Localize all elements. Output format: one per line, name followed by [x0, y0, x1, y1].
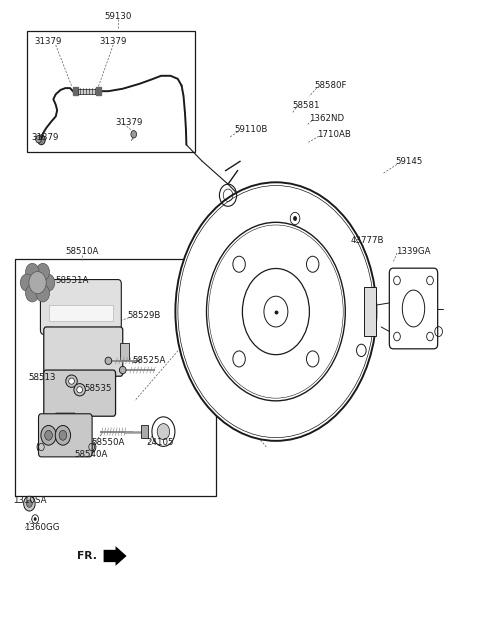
Bar [120, 343, 129, 360]
Ellipse shape [37, 442, 46, 452]
Ellipse shape [105, 357, 112, 365]
Circle shape [59, 431, 67, 441]
Text: 1310SA: 1310SA [12, 496, 46, 505]
Text: 58525A: 58525A [132, 357, 166, 365]
Text: 58540A: 58540A [75, 450, 108, 459]
Text: 59130: 59130 [104, 12, 132, 20]
Text: FR.: FR. [77, 551, 97, 561]
FancyBboxPatch shape [28, 271, 47, 289]
FancyBboxPatch shape [44, 327, 123, 376]
Bar [364, 287, 376, 336]
Bar [48, 305, 113, 321]
Ellipse shape [120, 366, 126, 374]
Circle shape [152, 417, 175, 446]
Circle shape [131, 131, 137, 138]
Circle shape [37, 135, 45, 145]
Bar [73, 88, 78, 95]
Text: 31379: 31379 [99, 38, 127, 46]
Circle shape [367, 291, 376, 302]
Text: 1362ND: 1362ND [310, 114, 345, 123]
Ellipse shape [74, 384, 85, 396]
Circle shape [45, 431, 52, 441]
Polygon shape [56, 413, 75, 432]
Circle shape [34, 517, 36, 521]
Text: 58535: 58535 [84, 384, 112, 393]
Bar [141, 426, 148, 438]
Text: 58529B: 58529B [128, 312, 161, 320]
Circle shape [36, 136, 41, 143]
Circle shape [293, 216, 297, 221]
Text: 31379: 31379 [35, 38, 62, 46]
FancyBboxPatch shape [44, 370, 116, 416]
Text: 58581: 58581 [293, 101, 320, 110]
Circle shape [175, 182, 376, 441]
Ellipse shape [77, 387, 83, 393]
Circle shape [24, 496, 35, 511]
Circle shape [29, 271, 46, 294]
Text: 43777B: 43777B [350, 236, 384, 246]
Text: 1339GA: 1339GA [396, 247, 430, 256]
Text: 31379: 31379 [116, 118, 143, 127]
Text: 58531A: 58531A [56, 276, 89, 285]
Text: 58513: 58513 [28, 373, 56, 382]
Ellipse shape [69, 378, 74, 384]
Bar [27, 31, 194, 152]
Ellipse shape [66, 375, 77, 387]
Circle shape [55, 426, 71, 445]
Text: 31379: 31379 [32, 133, 59, 142]
Text: 24105: 24105 [147, 437, 174, 447]
FancyBboxPatch shape [40, 280, 121, 334]
FancyBboxPatch shape [389, 268, 438, 349]
Circle shape [26, 500, 32, 507]
Circle shape [36, 263, 49, 281]
Circle shape [367, 321, 376, 333]
Ellipse shape [25, 276, 50, 295]
Circle shape [25, 263, 39, 281]
Polygon shape [104, 546, 127, 566]
Circle shape [41, 274, 55, 291]
Bar [96, 88, 101, 95]
Circle shape [20, 274, 34, 291]
Bar [78, 89, 96, 94]
Text: 59110B: 59110B [234, 125, 268, 135]
Text: 59145: 59145 [396, 157, 423, 167]
Circle shape [41, 426, 56, 445]
Text: 58550A: 58550A [92, 437, 125, 447]
Text: 58580F: 58580F [314, 81, 347, 90]
Circle shape [25, 284, 39, 302]
Circle shape [36, 284, 49, 302]
Circle shape [157, 424, 169, 440]
Bar [15, 259, 216, 496]
Text: 58510A: 58510A [65, 247, 99, 257]
Text: 1360GG: 1360GG [24, 523, 59, 531]
Ellipse shape [87, 442, 96, 452]
FancyBboxPatch shape [38, 414, 92, 457]
Text: 1710AB: 1710AB [317, 130, 350, 139]
